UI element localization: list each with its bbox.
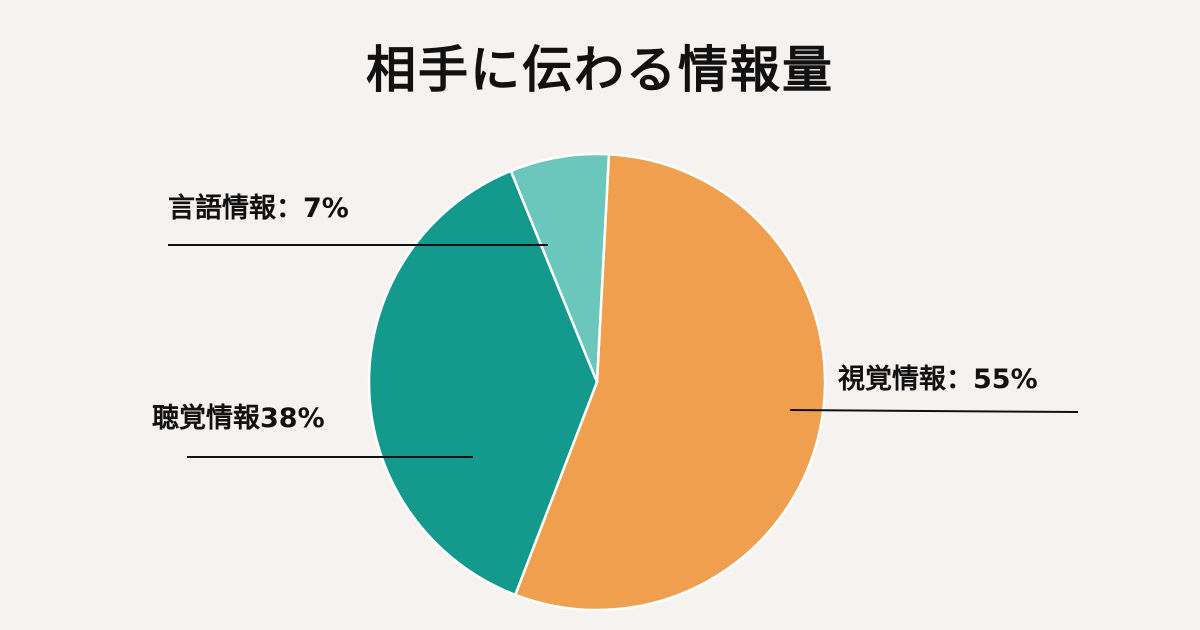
leader-line-verbal: [168, 244, 548, 246]
slice-verbal: [509, 152, 611, 384]
slice-label-vocal: 聴覚情報38%: [152, 403, 325, 434]
leader-line-vocal: [187, 456, 473, 458]
slice-label-visual: 視覚情報：55%: [838, 364, 1038, 395]
slice-visual: [514, 153, 827, 612]
slice-label-verbal: 言語情報：7%: [168, 193, 349, 224]
chart-title: 相手に伝わる情報量: [366, 41, 834, 99]
slice-vocal: [367, 169, 599, 597]
